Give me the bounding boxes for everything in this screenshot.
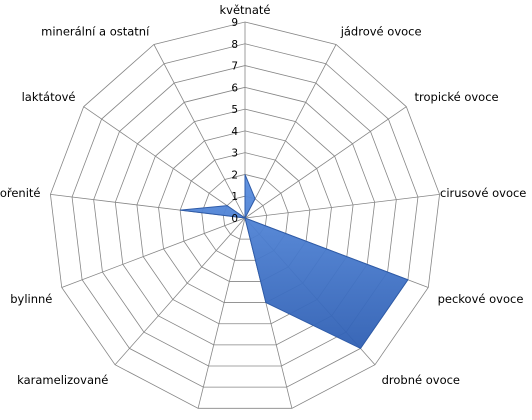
category-label: cirusové ovoce — [440, 186, 526, 200]
tick-label: 7 — [231, 61, 238, 73]
category-label: bylinné — [10, 292, 52, 306]
grid-ring-4 — [158, 130, 332, 303]
grid-spoke — [153, 44, 246, 219]
grid-ring-9 — [50, 21, 440, 409]
category-label: minerální a ostatní — [41, 25, 150, 39]
grid-ring-6 — [114, 86, 376, 346]
grid-spoke — [244, 44, 337, 219]
grid-spoke — [83, 106, 246, 219]
series-area-1 — [180, 174, 409, 350]
category-labels: květnaté jádrové ovoce tropické ovoce cirus… — [0, 3, 526, 420]
radial-axis-ticks: 0 1 2 3 4 5 6 7 8 9 — [231, 17, 238, 225]
grid-spoke — [114, 217, 246, 365]
grid-spoke — [244, 193, 440, 219]
grid-spoke — [197, 217, 246, 409]
category-label: kořenité — [0, 186, 41, 200]
category-label: peckové ovoce — [438, 292, 524, 306]
grid-ring-3 — [179, 152, 311, 282]
tick-label: 3 — [231, 148, 238, 160]
grid-ring-2 — [201, 174, 289, 261]
tick-label: 1 — [231, 191, 238, 203]
category-label: tropické ovoce — [415, 90, 499, 104]
category-label: květnaté — [220, 3, 271, 17]
category-label: drobné ovoce — [382, 373, 460, 387]
category-label: jádrové ovoce — [340, 25, 422, 39]
tick-label: 6 — [231, 82, 238, 94]
grid-ring-5 — [136, 108, 354, 325]
series-area-group — [180, 174, 409, 350]
tick-label: 5 — [231, 104, 238, 116]
tick-label: 9 — [231, 17, 238, 29]
grid-spoke — [244, 106, 407, 219]
category-label: laktátové — [22, 90, 76, 104]
grid-ring-7 — [93, 65, 397, 367]
grid-spoke — [61, 217, 246, 288]
tick-label: 4 — [231, 126, 238, 138]
tick-label: 0 — [231, 213, 238, 225]
tick-label: 2 — [231, 169, 238, 181]
category-label: karamelizované — [17, 373, 108, 387]
tick-label: 8 — [231, 39, 238, 51]
grid-ring-8 — [71, 43, 419, 388]
